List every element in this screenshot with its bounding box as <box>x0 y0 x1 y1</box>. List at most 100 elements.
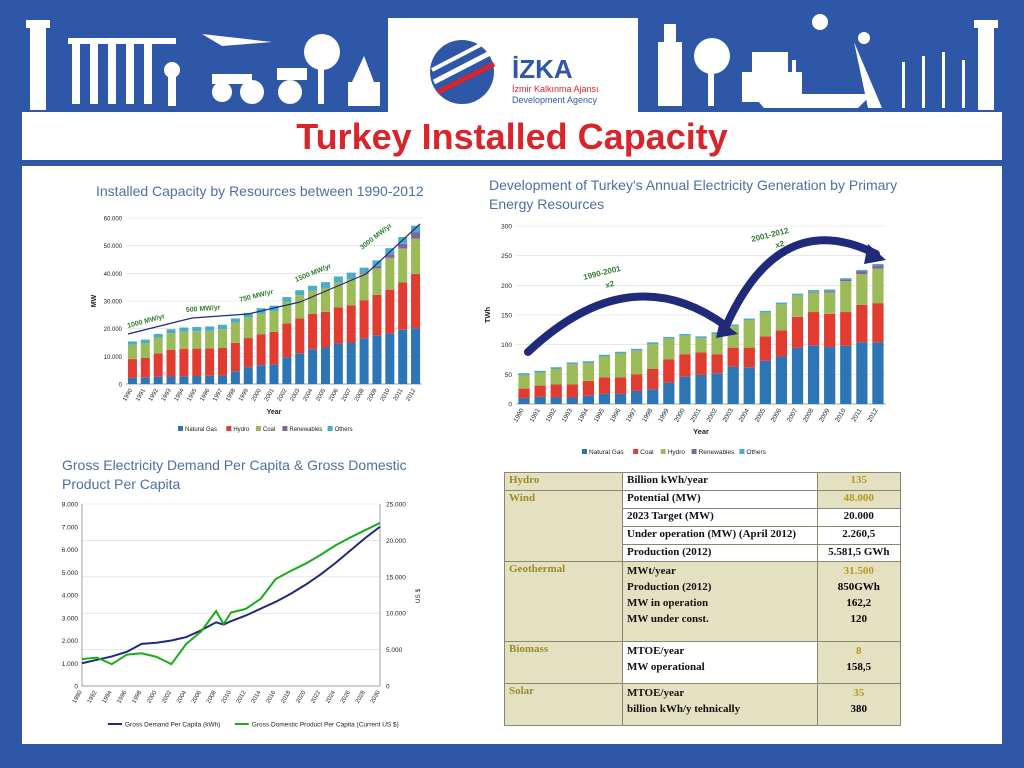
x-tick-label: 1995 <box>593 407 606 423</box>
bar-segment <box>346 305 356 343</box>
bar-segment <box>679 376 691 404</box>
row-category: Biomass <box>504 641 623 685</box>
bar-segment <box>582 363 595 381</box>
bar-segment <box>256 365 266 384</box>
bar-segment <box>269 331 279 365</box>
x-tick-label: 2012 <box>866 407 879 423</box>
bar-segment <box>679 333 691 336</box>
bar-segment <box>614 353 627 378</box>
table-row: Geothermal MWt/year Production (2012) MW… <box>504 561 902 643</box>
bar-segment <box>372 335 382 384</box>
y-tick-label: 0 <box>74 684 78 691</box>
x-tick-label: 2008 <box>206 689 218 704</box>
bar-segment <box>598 354 611 357</box>
x-tick-label: 2004 <box>176 689 188 704</box>
bar-segment <box>230 371 240 384</box>
bar-segment <box>711 373 723 404</box>
y-tick-label: 20.000 <box>104 327 123 333</box>
bar-segment <box>346 272 356 279</box>
chart1-title: Installed Capacity by Resources between … <box>96 183 424 199</box>
bar-segment <box>631 350 643 375</box>
bar-segment <box>550 397 562 404</box>
bar-segment <box>127 344 137 360</box>
x-tick-label: 2009 <box>367 387 379 402</box>
x-tick-label: 1996 <box>609 407 622 423</box>
row-value: 135 <box>816 472 902 491</box>
x-tick-label: 2002 <box>706 407 719 423</box>
bar-segment <box>153 353 163 377</box>
bar-segment <box>230 322 240 343</box>
bar-segment <box>759 310 771 313</box>
x-tick-label: 2007 <box>341 387 353 402</box>
x-tick-label: 1997 <box>625 407 638 423</box>
bar-segment <box>647 344 659 369</box>
bar-segment <box>153 337 163 354</box>
bar-segment <box>411 328 421 384</box>
bar-segment <box>695 336 707 339</box>
bar-segment <box>614 377 627 394</box>
row-value-line: 380 <box>850 703 868 716</box>
row-value-line: 35 <box>853 687 865 700</box>
bar-segment <box>775 330 788 357</box>
bar-segment <box>385 333 395 384</box>
bar-segment <box>346 278 356 306</box>
trend-arrow <box>365 223 421 275</box>
bar-segment <box>282 323 292 358</box>
bar-segment <box>359 300 369 339</box>
bar-segment <box>791 295 804 317</box>
bar-segment <box>727 366 739 404</box>
bar-segment <box>824 292 836 314</box>
bar-segment <box>166 333 176 350</box>
y-tick-label: 300 <box>501 224 512 231</box>
row-label-line: MTOE/year <box>627 687 685 700</box>
legend-swatch <box>739 449 745 454</box>
bar-segment <box>127 341 137 345</box>
bar-segment <box>385 254 395 258</box>
trend-arrow <box>127 317 193 335</box>
bar-segment <box>566 364 578 385</box>
bar-segment <box>411 238 421 274</box>
x-tick-label: 2006 <box>191 689 203 704</box>
bar-segment <box>872 265 884 269</box>
bar-segment <box>775 356 788 404</box>
bar-segment <box>856 274 868 305</box>
bar-segment <box>166 349 176 377</box>
bar-segment <box>308 314 318 350</box>
table-row: Biomass MTOE/year MW operational 8 158,5 <box>504 641 902 685</box>
x-tick-label: 2018 <box>280 689 292 704</box>
bar-segment <box>824 313 836 348</box>
bar-segment <box>566 397 578 404</box>
x-tick-label: 2026 <box>340 689 352 704</box>
y-tick-label: 7.000 <box>62 524 79 531</box>
legend-swatch <box>691 449 697 454</box>
bar-segment <box>230 318 240 323</box>
y-tick-label: 2.000 <box>62 638 79 645</box>
bar-segment <box>534 370 546 373</box>
row-label-line: MTOE/year <box>627 645 685 658</box>
bar-segment <box>372 294 382 336</box>
bar-segment <box>269 364 279 384</box>
y-tick-label: 4.000 <box>62 593 79 600</box>
legend-swatch <box>633 449 639 454</box>
bar-segment <box>140 357 150 378</box>
x-tick-label: 1994 <box>102 689 114 704</box>
bar-segment <box>140 339 150 344</box>
y2-tick-label: 0 <box>386 684 390 691</box>
bar-segment <box>743 367 755 404</box>
x-tick-label: 2010 <box>834 407 847 423</box>
bar-segment <box>333 343 343 384</box>
x-tick-label: 2014 <box>251 689 263 704</box>
demand-gdp-chart: 0 1.000 2.000 3.000 4.000 5.000 6.000 7.000 8.00… <box>62 502 422 729</box>
bar-segment <box>385 289 395 334</box>
bar-segment <box>550 368 562 385</box>
row-category: Solar <box>504 683 623 726</box>
bar-segment <box>840 279 852 282</box>
y2-tick-label: 20.000 <box>386 538 406 545</box>
bar-segment <box>359 273 369 301</box>
row-value: 2.260,5 <box>816 525 902 545</box>
bar-segment <box>372 266 382 269</box>
bar-segment <box>140 343 150 358</box>
bar-segment <box>179 348 189 377</box>
bar-segment <box>218 324 228 330</box>
